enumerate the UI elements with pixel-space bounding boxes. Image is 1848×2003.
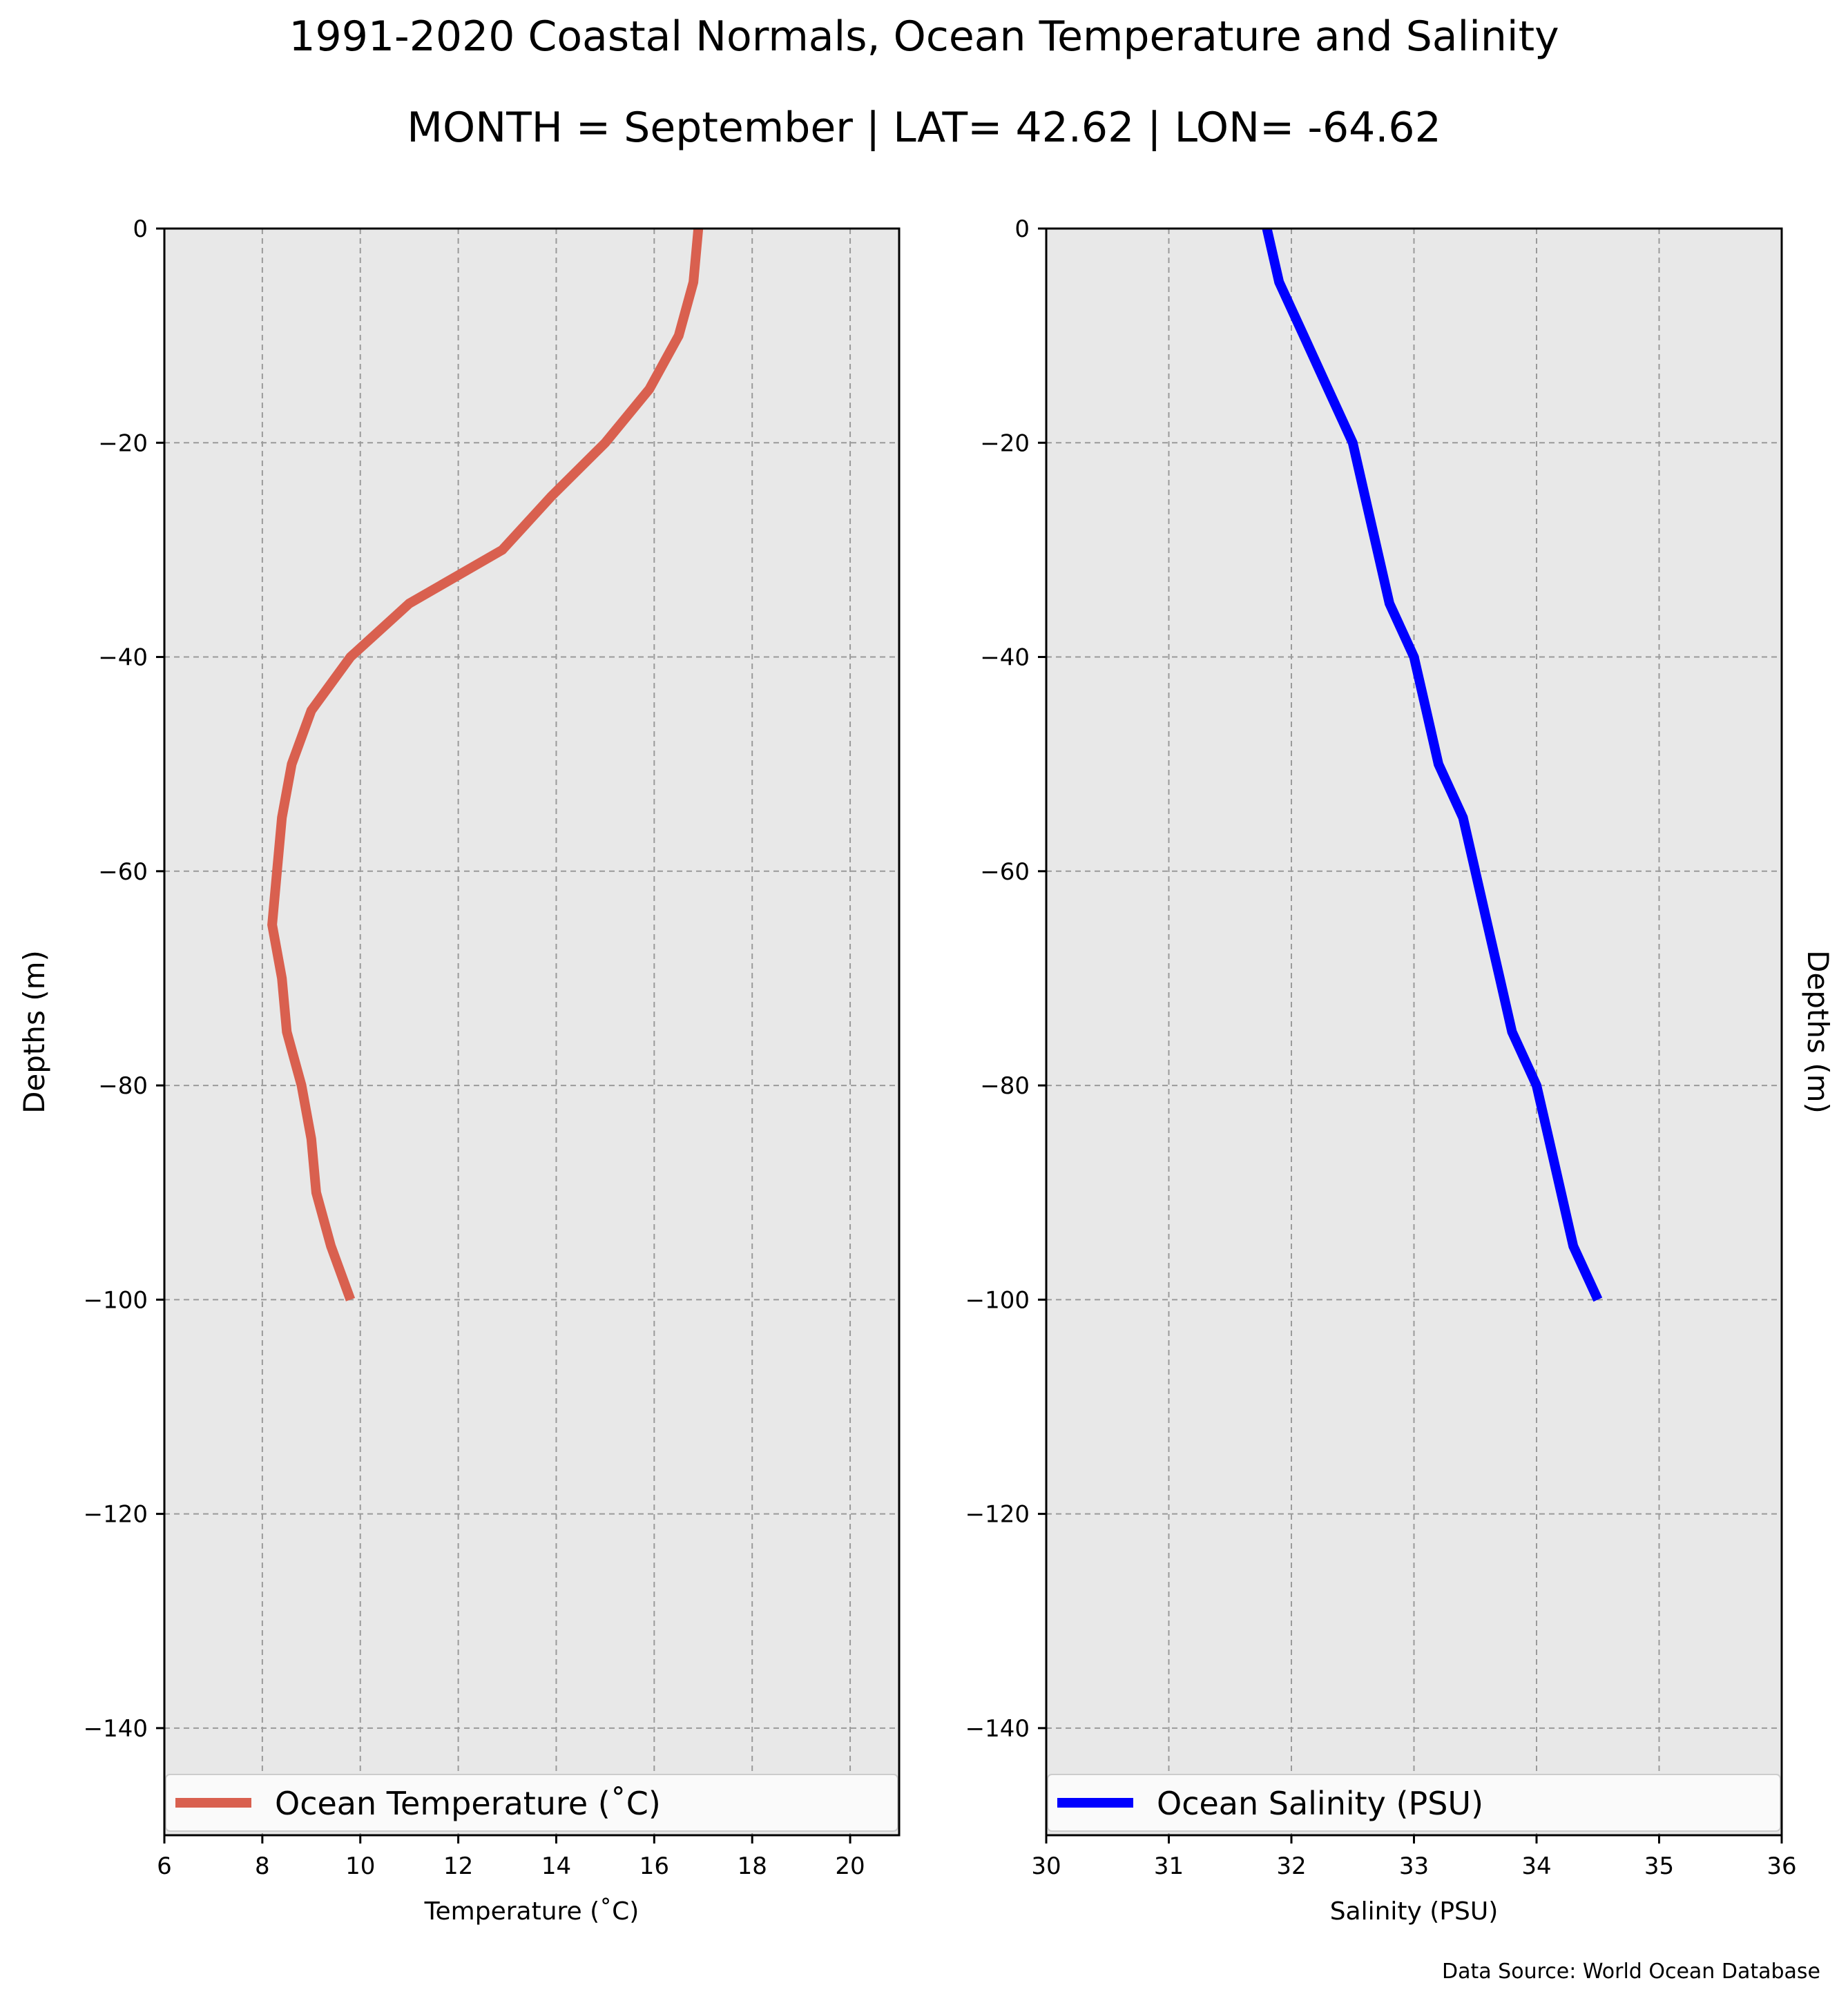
data-source-note: Data Source: World Ocean Database bbox=[1442, 1960, 1820, 1984]
panel1-y-axis-label: Depths (m) bbox=[17, 950, 51, 1114]
panel1-ytick-label--140: −140 bbox=[84, 1715, 148, 1743]
panel1-ytick-label--120: −120 bbox=[84, 1501, 148, 1529]
panel2-ytick-label--80: −80 bbox=[980, 1072, 1030, 1100]
panel1-ytick-label-0: 0 bbox=[133, 215, 148, 243]
panel2-ytick-label--60: −60 bbox=[980, 858, 1030, 886]
panel2-ytick-label--20: −20 bbox=[980, 429, 1030, 457]
panel1-ytick-label--80: −80 bbox=[98, 1072, 148, 1100]
panel2-ytick-label--120: −120 bbox=[965, 1501, 1030, 1529]
panel1-ytick-label--20: −20 bbox=[98, 429, 148, 457]
panel2-xtick-label-31: 31 bbox=[1154, 1852, 1184, 1880]
panel2-ytick-label-0: 0 bbox=[1014, 215, 1030, 243]
panel1-ytick-label--40: −40 bbox=[98, 644, 148, 672]
panel1-xtick-label-14: 14 bbox=[541, 1852, 571, 1880]
panel2-xtick-label-32: 32 bbox=[1276, 1852, 1306, 1880]
panel1-ytick-label--100: −100 bbox=[84, 1286, 148, 1314]
panel1-xtick-label-16: 16 bbox=[639, 1852, 669, 1880]
panel2-y-axis-label: Depths (m) bbox=[1801, 950, 1835, 1114]
panel2-x-axis-label: Salinity (PSU) bbox=[1330, 1897, 1499, 1926]
panel2-legend-label-0: Ocean Salinity (PSU) bbox=[1157, 1785, 1483, 1822]
panel1-xtick-label-20: 20 bbox=[835, 1852, 865, 1880]
panel2-xtick-label-33: 33 bbox=[1399, 1852, 1429, 1880]
panel1-ytick-label--60: −60 bbox=[98, 858, 148, 886]
panel2-series-line-0 bbox=[1262, 227, 1603, 1302]
panel1-x-axis-label: Temperature (˚C) bbox=[424, 1897, 639, 1926]
panel2-ytick-label--140: −140 bbox=[965, 1715, 1030, 1743]
panel1-series-line-0 bbox=[267, 228, 704, 1302]
panel1-axes-frame bbox=[163, 227, 901, 1837]
panel1-plot-background bbox=[164, 229, 899, 1835]
chart-subtitle: MONTH = September | LAT= 42.62 | LON= -6… bbox=[407, 104, 1441, 152]
panel1-xtick-label-6: 6 bbox=[157, 1852, 172, 1880]
panel2-xtick-label-30: 30 bbox=[1031, 1852, 1061, 1880]
panel1-xtick-label-18: 18 bbox=[738, 1852, 767, 1880]
panel2-xtick-label-36: 36 bbox=[1767, 1852, 1796, 1880]
panel1-legend-box bbox=[165, 1774, 898, 1832]
panel1-xtick-label-10: 10 bbox=[345, 1852, 375, 1880]
panel2-ytick-label--40: −40 bbox=[980, 644, 1030, 672]
chart-title: 1991-2020 Coastal Normals, Ocean Tempera… bbox=[289, 12, 1559, 61]
panel2-xtick-label-35: 35 bbox=[1644, 1852, 1674, 1880]
panel1-xtick-label-12: 12 bbox=[443, 1852, 473, 1880]
panel1-xtick-label-8: 8 bbox=[255, 1852, 270, 1880]
panel2-xtick-label-34: 34 bbox=[1521, 1852, 1551, 1880]
panel1-legend-label-0: Ocean Temperature (˚C) bbox=[275, 1785, 661, 1822]
panel2-ytick-label--100: −100 bbox=[965, 1286, 1030, 1314]
panel2-legend-box bbox=[1047, 1774, 1781, 1832]
